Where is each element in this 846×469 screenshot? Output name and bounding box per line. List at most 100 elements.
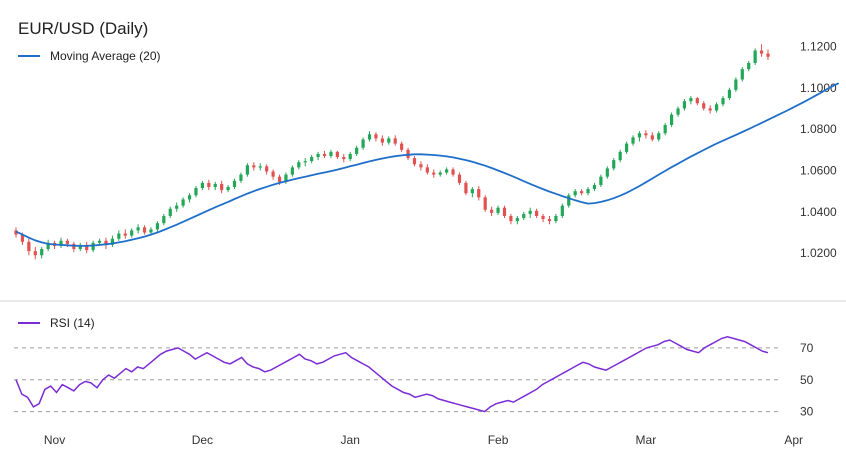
candle-body (85, 244, 89, 251)
candle-body (573, 191, 577, 196)
candle-body (567, 195, 571, 206)
price-tick-label: 1.0200 (800, 246, 837, 260)
candle-up (303, 158, 307, 167)
candle-body (412, 158, 417, 165)
candle-down (14, 227, 18, 238)
candle-up (753, 48, 757, 66)
candle-up (663, 122, 667, 136)
candle-up (310, 154, 314, 164)
candle-up (232, 178, 237, 190)
candle-up (740, 67, 744, 82)
candle-body (631, 137, 635, 144)
candle-body (445, 169, 449, 173)
candle-down (380, 135, 384, 146)
candle-body (374, 134, 378, 139)
candle-up (669, 112, 674, 128)
candle-body (232, 180, 237, 188)
rsi-axis: 30 50 70 (800, 341, 814, 419)
candle-body (547, 219, 552, 222)
candle-up (367, 131, 372, 142)
candle-body (515, 218, 519, 222)
candle-up (40, 246, 44, 259)
rsi-legend-label: RSI (14) (50, 316, 95, 330)
candle-body (734, 79, 738, 90)
candle-up (187, 193, 192, 203)
candle-up (181, 197, 185, 208)
candle-body (65, 240, 70, 244)
candle-body (400, 143, 404, 150)
candle-body (657, 133, 661, 140)
candle-up (162, 213, 166, 226)
candle-up (612, 158, 616, 171)
candle-body (753, 50, 757, 63)
candle-body (271, 171, 275, 177)
candle-down (220, 180, 224, 194)
candle-up (567, 193, 571, 208)
candle-body (27, 241, 31, 252)
candle-up (637, 131, 642, 142)
candle-body (322, 153, 327, 156)
candle-body (605, 168, 609, 177)
candle-up (316, 151, 320, 161)
candle-down (252, 162, 256, 171)
candle-body (277, 176, 282, 182)
candle-up (592, 182, 597, 192)
candle-body (470, 189, 474, 194)
candle-body (355, 147, 359, 154)
candle-body (380, 138, 384, 143)
candle-body (200, 182, 204, 189)
ma-legend-label: Moving Average (20) (50, 49, 161, 63)
candle-body (91, 242, 95, 251)
candle-body (46, 242, 50, 250)
candle-up (387, 136, 391, 145)
candle-down (335, 150, 339, 160)
candle-up (213, 181, 217, 191)
candle-body (104, 240, 108, 245)
candle-up (438, 170, 442, 177)
candle-body (290, 167, 294, 175)
candle-body (335, 151, 339, 158)
candle-down (477, 185, 481, 201)
candle-body (599, 176, 603, 185)
candle-body (612, 160, 616, 169)
candle-up (554, 213, 558, 224)
candle-body (747, 62, 751, 70)
candle-down (547, 215, 552, 225)
candle-down (342, 153, 346, 163)
candle-down (644, 130, 648, 139)
candle-up (46, 239, 50, 252)
candle-up (361, 137, 365, 150)
price-tick-label: 1.1000 (800, 81, 837, 95)
candle-body (766, 53, 770, 57)
candle-body (759, 50, 764, 54)
candle-down (451, 167, 455, 177)
candle-body (155, 223, 160, 230)
candle-up (245, 163, 249, 177)
candle-up (734, 77, 738, 92)
candle-body (348, 153, 352, 160)
candle-up (239, 172, 243, 183)
candle-body (239, 174, 243, 181)
candle-body (721, 98, 725, 105)
candle-up (290, 165, 294, 177)
x-tick-label: Mar (636, 433, 657, 447)
candle-up (168, 206, 172, 219)
candle-body (490, 209, 494, 213)
price-tick-label: 1.0800 (800, 122, 837, 136)
candle-body (502, 207, 507, 216)
candle-body (528, 210, 532, 214)
x-tick-label: Feb (488, 433, 509, 447)
candle-body (592, 184, 597, 190)
candle-up (200, 180, 204, 191)
candle-body (40, 249, 44, 256)
candle-down (483, 195, 487, 212)
candle-up (194, 185, 198, 198)
candle-body (496, 207, 500, 213)
price-chart-title: EUR/USD (Daily) (18, 19, 148, 38)
candle-body (142, 227, 147, 233)
candle-up (496, 205, 500, 215)
candle-body (637, 133, 642, 138)
candle-body (586, 189, 590, 194)
rsi-reference-lines (14, 347, 780, 413)
